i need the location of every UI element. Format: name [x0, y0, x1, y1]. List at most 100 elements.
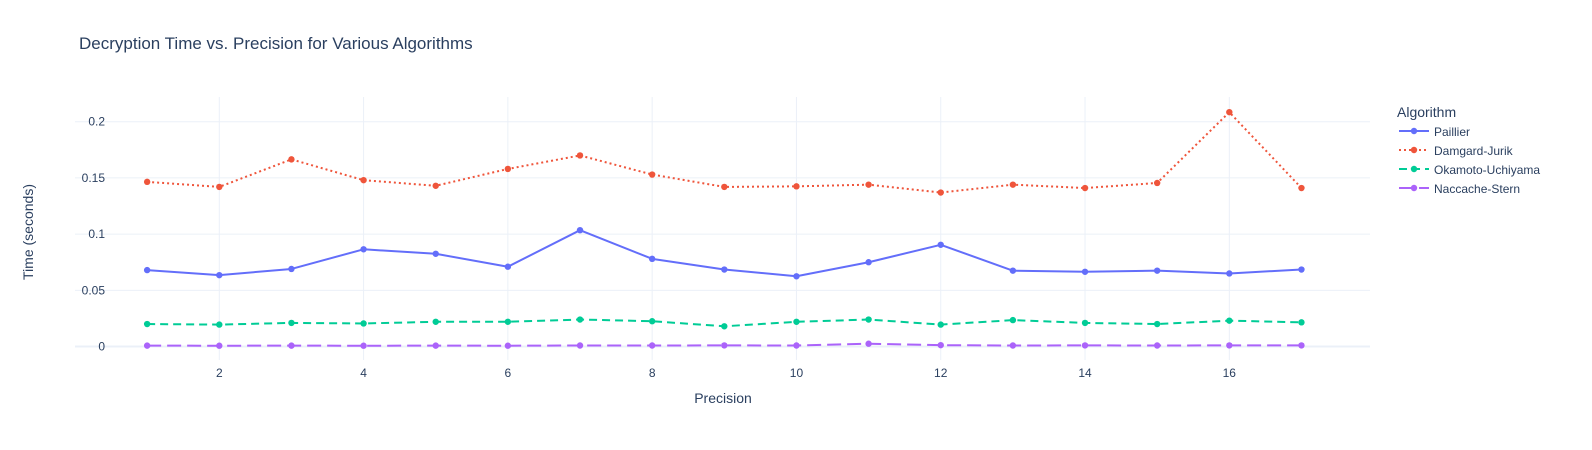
- data-point: [360, 342, 367, 349]
- legend-label: Okamoto-Uchiyama: [1434, 163, 1540, 177]
- data-point: [576, 152, 584, 159]
- data-point: [1081, 268, 1089, 275]
- legend-swatch-marker: [1410, 146, 1418, 154]
- data-point: [1226, 317, 1233, 324]
- y-tick-label: 0: [98, 340, 105, 354]
- data-point: [1009, 316, 1017, 324]
- series-paillier: [143, 226, 1305, 280]
- data-point: [1226, 108, 1233, 116]
- data-point: [793, 342, 800, 349]
- y-tick-label: 0.05: [82, 283, 106, 297]
- data-point: [937, 321, 944, 328]
- data-point: [288, 156, 295, 163]
- data-point: [504, 318, 512, 325]
- data-point: [865, 259, 872, 266]
- series-line: [147, 342, 1302, 347]
- legend-label: Damgard-Jurik: [1434, 144, 1514, 158]
- data-point: [1153, 179, 1161, 187]
- data-point: [721, 342, 728, 349]
- data-point: [432, 342, 439, 349]
- legend-label: Paillier: [1434, 125, 1470, 139]
- series-naccache-stern: [143, 340, 1305, 349]
- data-point: [937, 341, 944, 349]
- data-point: [865, 340, 872, 347]
- data-point: [1081, 342, 1089, 349]
- data-point: [1009, 342, 1017, 349]
- data-point: [288, 342, 295, 349]
- data-point: [1298, 342, 1305, 349]
- data-point: [1153, 267, 1161, 274]
- x-tick-label: 6: [505, 366, 512, 380]
- data-point: [360, 320, 367, 327]
- data-point: [1226, 270, 1233, 277]
- data-point: [793, 183, 800, 190]
- series-okamoto-uchiyama: [143, 316, 1305, 330]
- data-point: [1153, 320, 1161, 328]
- data-point: [143, 266, 151, 274]
- data-point: [1298, 319, 1305, 326]
- data-point: [793, 318, 800, 325]
- data-point: [1081, 184, 1089, 192]
- data-point: [865, 181, 872, 188]
- data-point: [143, 342, 151, 349]
- chart-title: Decryption Time vs. Precision for Variou…: [79, 34, 473, 53]
- x-axis-label: Precision: [694, 390, 752, 406]
- data-point: [721, 323, 728, 330]
- data-point: [1226, 342, 1233, 349]
- y-tick-label: 0.2: [88, 115, 105, 129]
- data-point: [216, 183, 223, 191]
- data-point: [576, 342, 584, 349]
- data-point: [576, 226, 584, 234]
- y-axis-label: Time (seconds): [20, 184, 36, 280]
- data-point: [1009, 267, 1017, 274]
- legend-item[interactable]: Okamoto-Uchiyama: [1399, 163, 1540, 177]
- data-point: [1009, 181, 1017, 188]
- data-point: [143, 178, 151, 186]
- data-point: [793, 273, 800, 280]
- x-tick-label: 2: [216, 366, 223, 380]
- data-point: [360, 176, 367, 184]
- x-tick-label: 10: [790, 366, 804, 380]
- data-point: [432, 182, 439, 189]
- data-point: [865, 316, 872, 323]
- legend-label: Naccache-Stern: [1434, 182, 1520, 196]
- data-point: [216, 321, 223, 328]
- data-point: [216, 271, 223, 279]
- legend: Algorithm Paillier Damgard-Jurik Okamoto-U…: [1397, 104, 1540, 196]
- y-tick-label: 0.1: [88, 227, 105, 241]
- data-point: [648, 255, 656, 263]
- x-tick-label: 14: [1078, 366, 1092, 380]
- data-point: [504, 165, 512, 173]
- data-point: [937, 241, 944, 248]
- x-tick-label: 8: [649, 366, 656, 380]
- series-layer: [143, 108, 1305, 349]
- data-point: [216, 342, 223, 349]
- data-point: [1298, 266, 1305, 273]
- data-point: [648, 318, 656, 325]
- axes: 2 4 6 8 10 12 14 16 0 0.05 0.1 0.15 0.2: [82, 115, 1237, 380]
- data-point: [1298, 184, 1305, 192]
- data-point: [721, 183, 728, 191]
- data-point: [432, 250, 439, 257]
- series-damgard-jurik: [143, 108, 1305, 196]
- legend-title: Algorithm: [1397, 104, 1456, 120]
- data-point: [143, 320, 151, 328]
- x-tick-label: 12: [934, 366, 948, 380]
- data-point: [504, 263, 512, 270]
- x-tick-label: 16: [1223, 366, 1237, 380]
- data-point: [288, 265, 295, 273]
- legend-swatch-marker: [1410, 127, 1418, 135]
- legend-swatch-marker: [1410, 184, 1418, 192]
- data-point: [360, 246, 367, 253]
- legend-item[interactable]: Naccache-Stern: [1399, 182, 1520, 196]
- data-point: [648, 342, 656, 349]
- data-point: [504, 342, 512, 349]
- data-point: [432, 318, 439, 325]
- y-tick-label: 0.15: [82, 171, 106, 185]
- data-point: [576, 316, 584, 323]
- legend-item[interactable]: Paillier: [1399, 125, 1470, 139]
- data-point: [937, 189, 944, 196]
- data-point: [721, 266, 728, 273]
- data-point: [648, 171, 656, 178]
- legend-item[interactable]: Damgard-Jurik: [1399, 144, 1514, 158]
